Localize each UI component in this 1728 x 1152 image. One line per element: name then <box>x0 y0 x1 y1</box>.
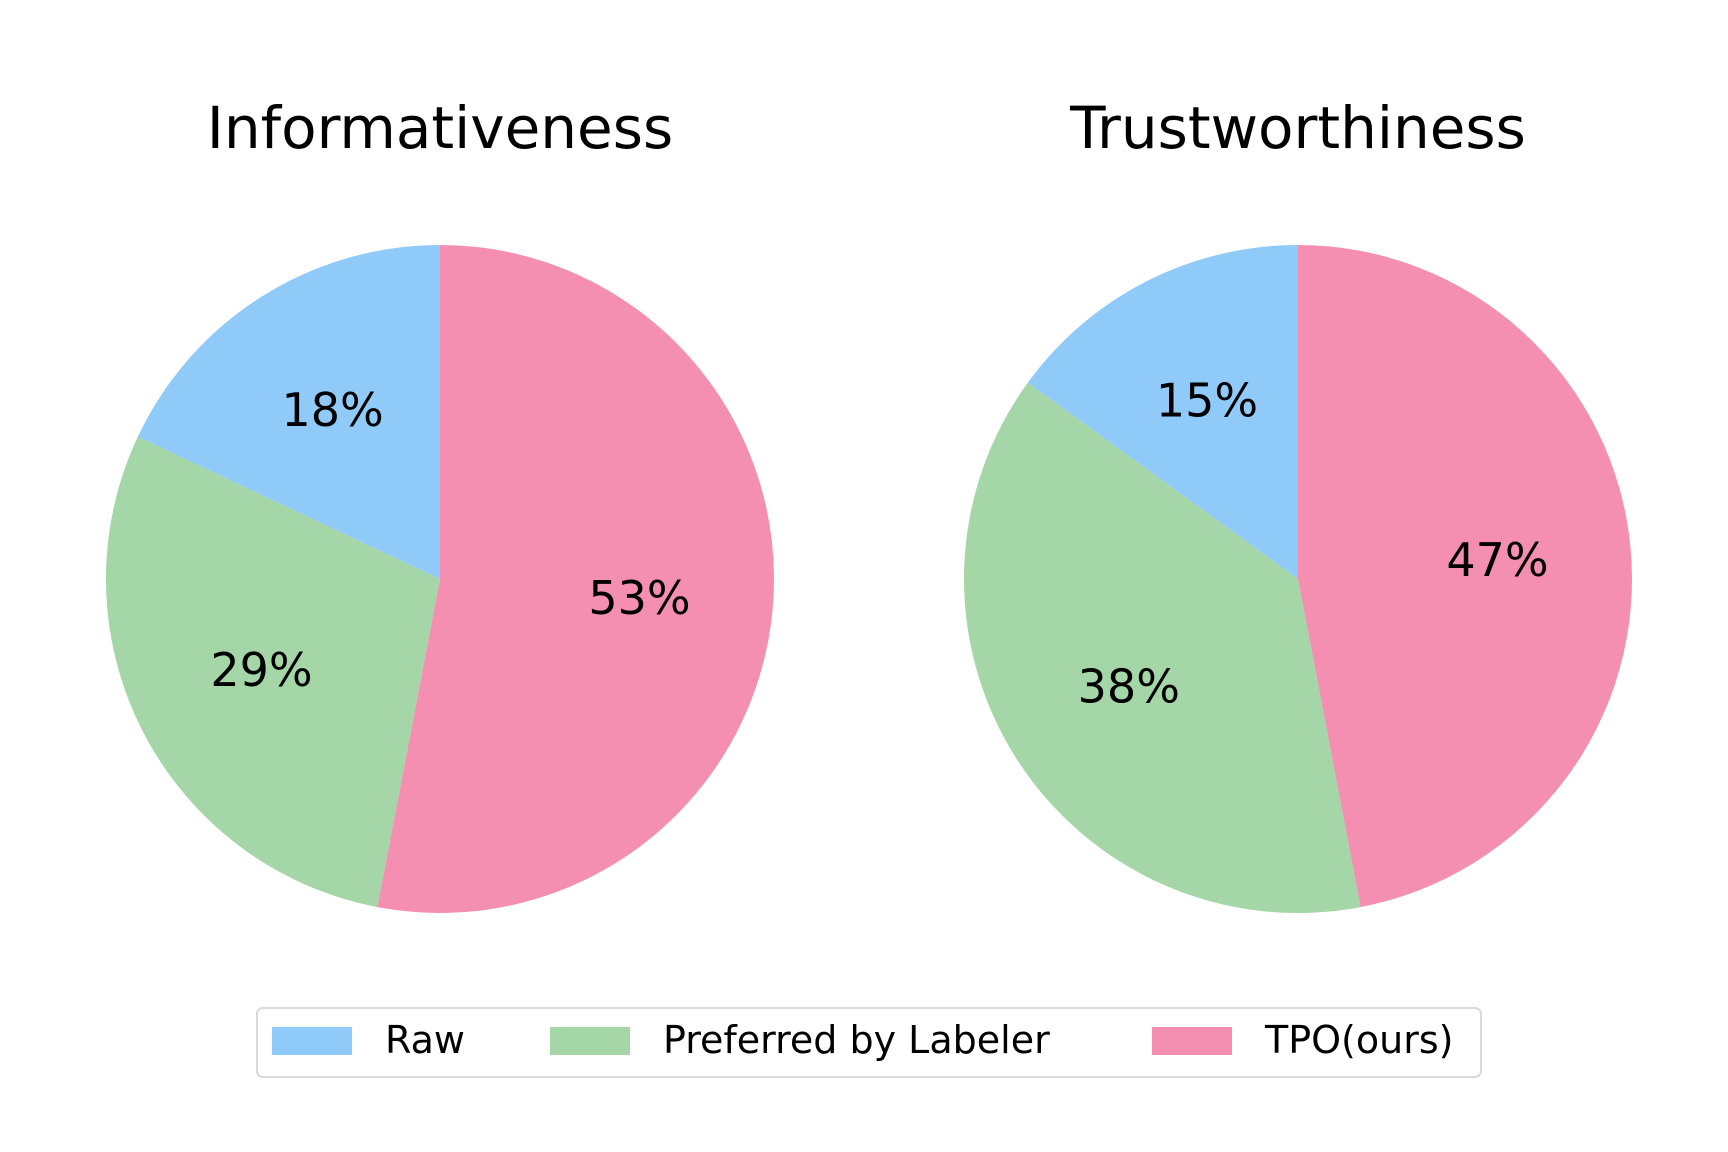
legend: Raw Preferred by Labeler TPO(ours) <box>256 1007 1482 1078</box>
legend-swatch-raw <box>272 1027 352 1055</box>
pie-label-raw: 18% <box>281 383 383 437</box>
pie-label-raw: 15% <box>1156 373 1258 427</box>
pie-label-preferred-by-labeler: 29% <box>210 643 312 697</box>
legend-label-tpo-ours: TPO(ours) <box>1264 1018 1453 1062</box>
pie-chart-informativeness: Informativeness 18% 29% 53% <box>105 94 774 913</box>
pie-label-preferred-by-labeler: 38% <box>1078 659 1180 713</box>
chart-title-informativeness: Informativeness <box>207 94 673 162</box>
legend-label-preferred-by-labeler: Preferred by Labeler <box>663 1018 1050 1062</box>
pie-slice-preferred-by-labeler <box>105 436 440 908</box>
pie-slice-tpo-ours <box>1298 245 1633 908</box>
pie-chart-trustworthiness: Trustworthiness 15% 38% 47% <box>964 94 1633 914</box>
legend-swatch-preferred-by-labeler <box>550 1027 630 1055</box>
pie-slice-tpo-ours <box>377 245 774 913</box>
pie-label-tpo-ours: 47% <box>1446 533 1548 587</box>
chart-title-trustworthiness: Trustworthiness <box>1069 94 1526 162</box>
legend-swatch-tpo-ours <box>1152 1027 1232 1055</box>
legend-label-raw: Raw <box>385 1018 465 1062</box>
pie-slice-raw <box>1027 245 1298 579</box>
pie-label-tpo-ours: 53% <box>588 571 690 625</box>
pie-slice-raw <box>137 245 440 579</box>
legend-frame <box>256 1007 1482 1078</box>
pie-slice-preferred-by-labeler <box>964 382 1361 914</box>
